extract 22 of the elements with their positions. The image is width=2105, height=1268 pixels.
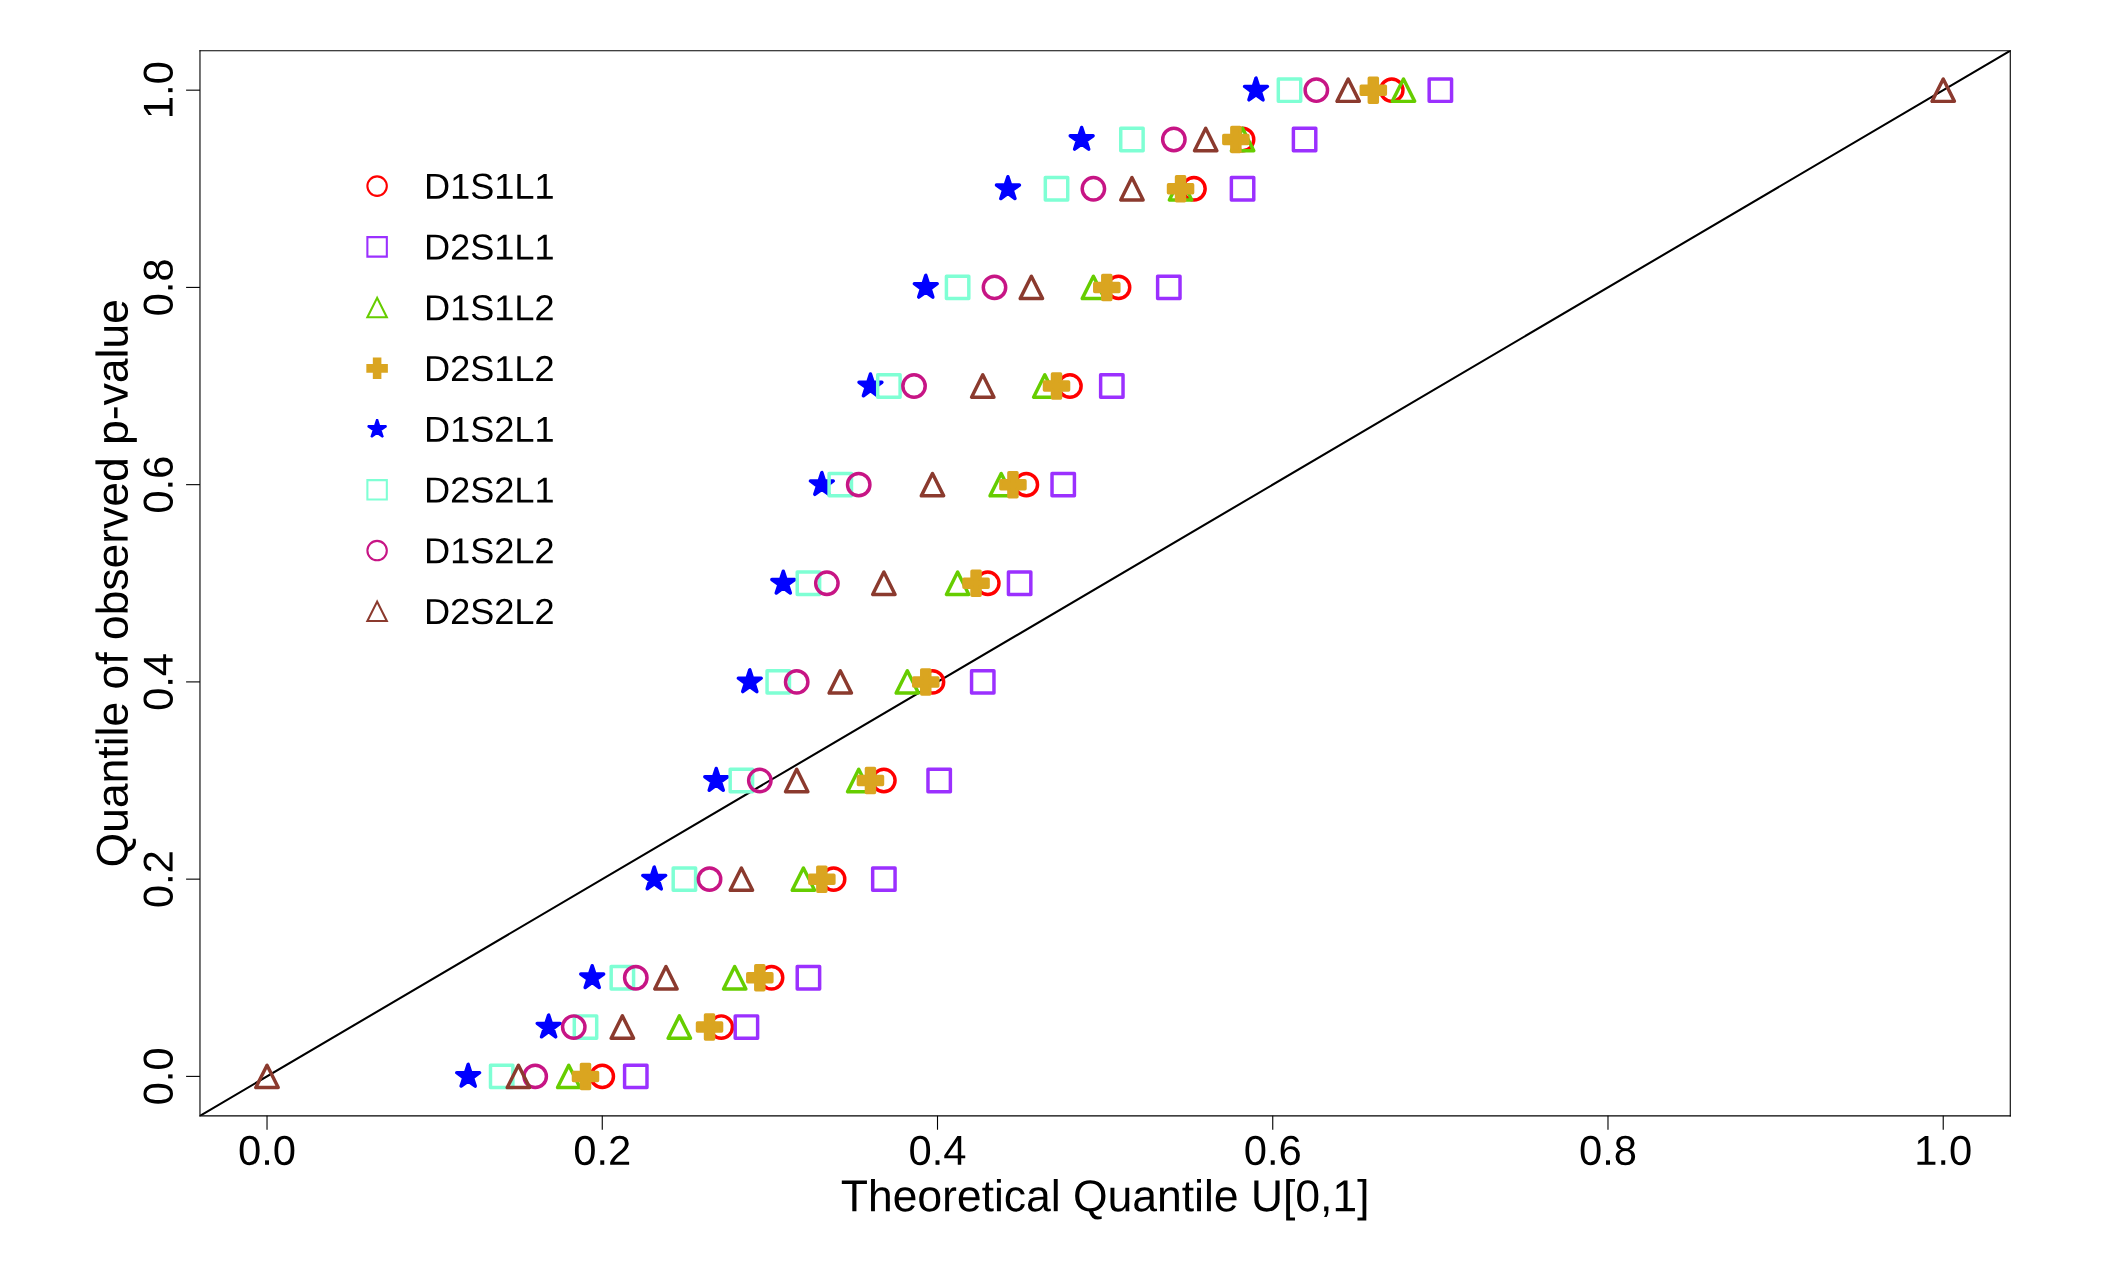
y-tick-label: 0.0 [143,1049,173,1104]
y-axis-title: Quantile of observed p-value [95,301,137,866]
x-tick-label: 0.0 [239,1135,295,1166]
y-tick-label: 0.8 [143,260,173,315]
x-tick-label: 0.4 [910,1135,966,1166]
y-tick-label: 0.2 [143,852,173,907]
legend-label: D1S1L2 [427,295,553,321]
legend-label: D2S1L2 [427,355,553,382]
legend-label: D1S1L1 [427,173,553,200]
x-tick-label: 1.0 [1917,1135,1971,1166]
legend-label: D1S2L2 [427,538,553,564]
x-tick-label: 0.8 [1580,1135,1636,1166]
legend-label: D2S2L2 [427,598,553,625]
y-tick-label: 1.0 [143,62,173,116]
x-axis-title: Theoretical Quantile U[0,1] [841,1178,1367,1221]
x-tick-label: 0.6 [1245,1135,1300,1166]
legend-label: D2S2L1 [427,477,553,503]
y-tick-label: 0.6 [143,457,173,512]
x-tick-label: 0.2 [574,1135,630,1166]
y-tick-label: 0.4 [143,654,173,710]
legend-label: D2S1L1 [427,234,553,260]
legend-label: D1S2L1 [427,416,553,443]
